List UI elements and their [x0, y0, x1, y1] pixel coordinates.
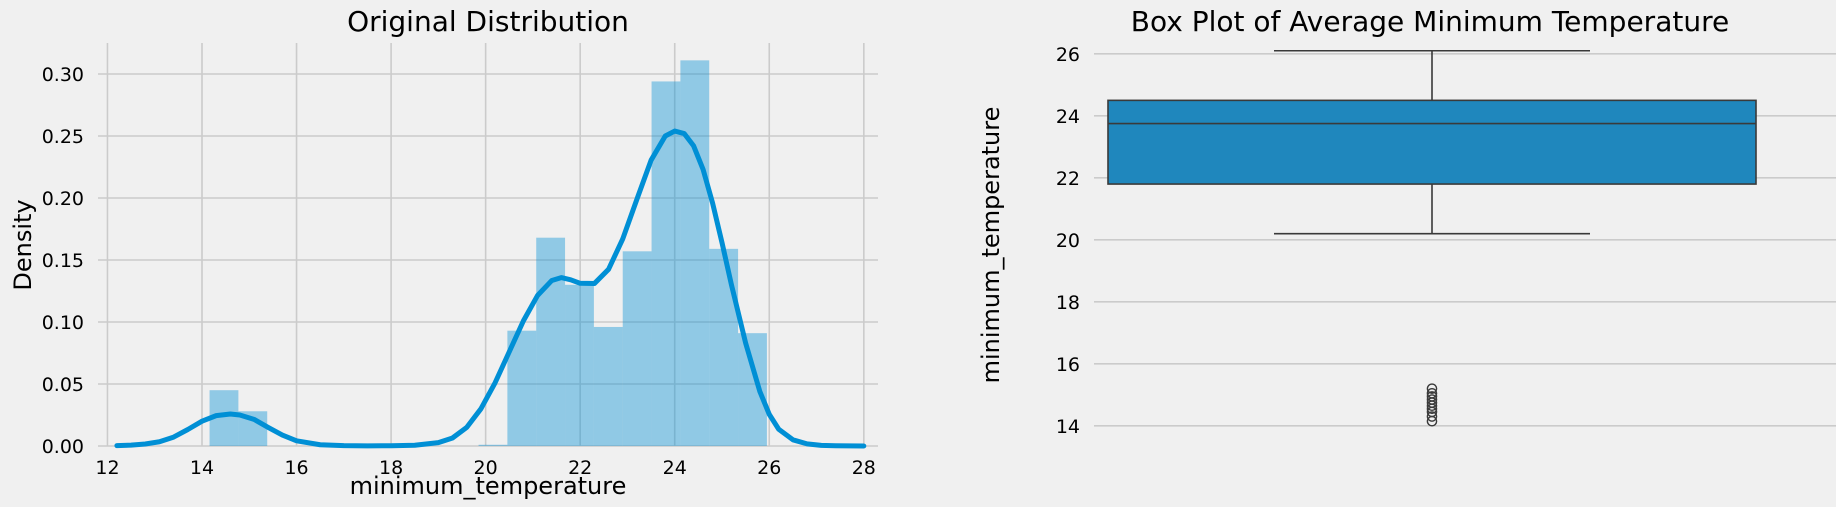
histogram-bar	[680, 60, 710, 447]
x-tick-label: 18	[379, 457, 403, 479]
histogram-y-axis-label: Density	[9, 199, 37, 290]
x-tick-label: 14	[190, 457, 214, 479]
histogram-panel: 12 14 16 18 20 22 24 26 28 0.000.050.100.150.200…	[9, 5, 878, 500]
y-tick-label: 18	[1056, 292, 1080, 314]
histogram-bars	[209, 60, 767, 447]
histogram-bar	[709, 248, 739, 446]
y-tick-label: 24	[1056, 106, 1080, 128]
x-tick-label: 20	[474, 457, 498, 479]
histogram-bar	[565, 284, 594, 446]
histogram-bar	[536, 237, 566, 446]
y-tick-label: 0.00	[42, 436, 84, 458]
y-tick-label: 14	[1056, 416, 1080, 438]
y-tick-label: 0.30	[42, 64, 84, 86]
histogram-bar	[478, 444, 508, 446]
boxplot-panel: 14 16 18 20 22 24 26 Box Plot of Average Minim…	[977, 5, 1836, 438]
iqr-box	[1107, 99, 1757, 185]
y-tick-label: 0.05	[42, 374, 84, 396]
x-tick-label: 28	[852, 457, 876, 479]
y-tick-label: 0.15	[42, 250, 84, 272]
histogram-x-axis-label: minimum_temperature	[350, 472, 627, 500]
boxplot-y-tick-labels: 14 16 18 20 22 24 26	[1056, 44, 1080, 438]
y-tick-label: 0.10	[42, 312, 84, 334]
y-tick-label: 20	[1056, 230, 1080, 252]
x-tick-label: 26	[757, 457, 781, 479]
y-tick-label: 0.25	[42, 126, 84, 148]
y-tick-label: 26	[1056, 44, 1080, 66]
y-tick-label: 16	[1056, 354, 1080, 376]
histogram-bar	[622, 251, 652, 446]
histogram-x-tick-labels: 12 14 16 18 20 22 24 26 28	[95, 457, 876, 479]
histogram-y-tick-labels: 0.00 0.05 0.10 0.15 0.20 0.25 0.30	[42, 64, 84, 458]
histogram-bar	[593, 326, 623, 446]
boxplot-title: Box Plot of Average Minimum Temperature	[1131, 5, 1729, 38]
outlier-point	[1426, 387, 1438, 399]
histogram-gridlines	[98, 43, 878, 447]
boxplot-y-axis-label: minimum_temperature	[977, 107, 1005, 384]
y-tick-label: 22	[1056, 168, 1080, 190]
histogram-bar	[651, 81, 681, 446]
outlier-point	[1426, 411, 1438, 422]
x-tick-label: 12	[95, 457, 119, 479]
boxplot-elements	[1107, 49, 1757, 427]
outlier-point	[1426, 383, 1438, 394]
outlier-point	[1426, 394, 1438, 405]
kde-curve	[114, 128, 867, 449]
x-tick-label: 22	[568, 457, 592, 479]
histogram-bar	[738, 333, 767, 446]
x-tick-label: 24	[663, 457, 687, 479]
outlier-point	[1426, 391, 1438, 402]
histogram-title: Original Distribution	[347, 5, 629, 38]
y-tick-label: 0.20	[42, 188, 84, 210]
x-tick-label: 16	[284, 457, 308, 479]
